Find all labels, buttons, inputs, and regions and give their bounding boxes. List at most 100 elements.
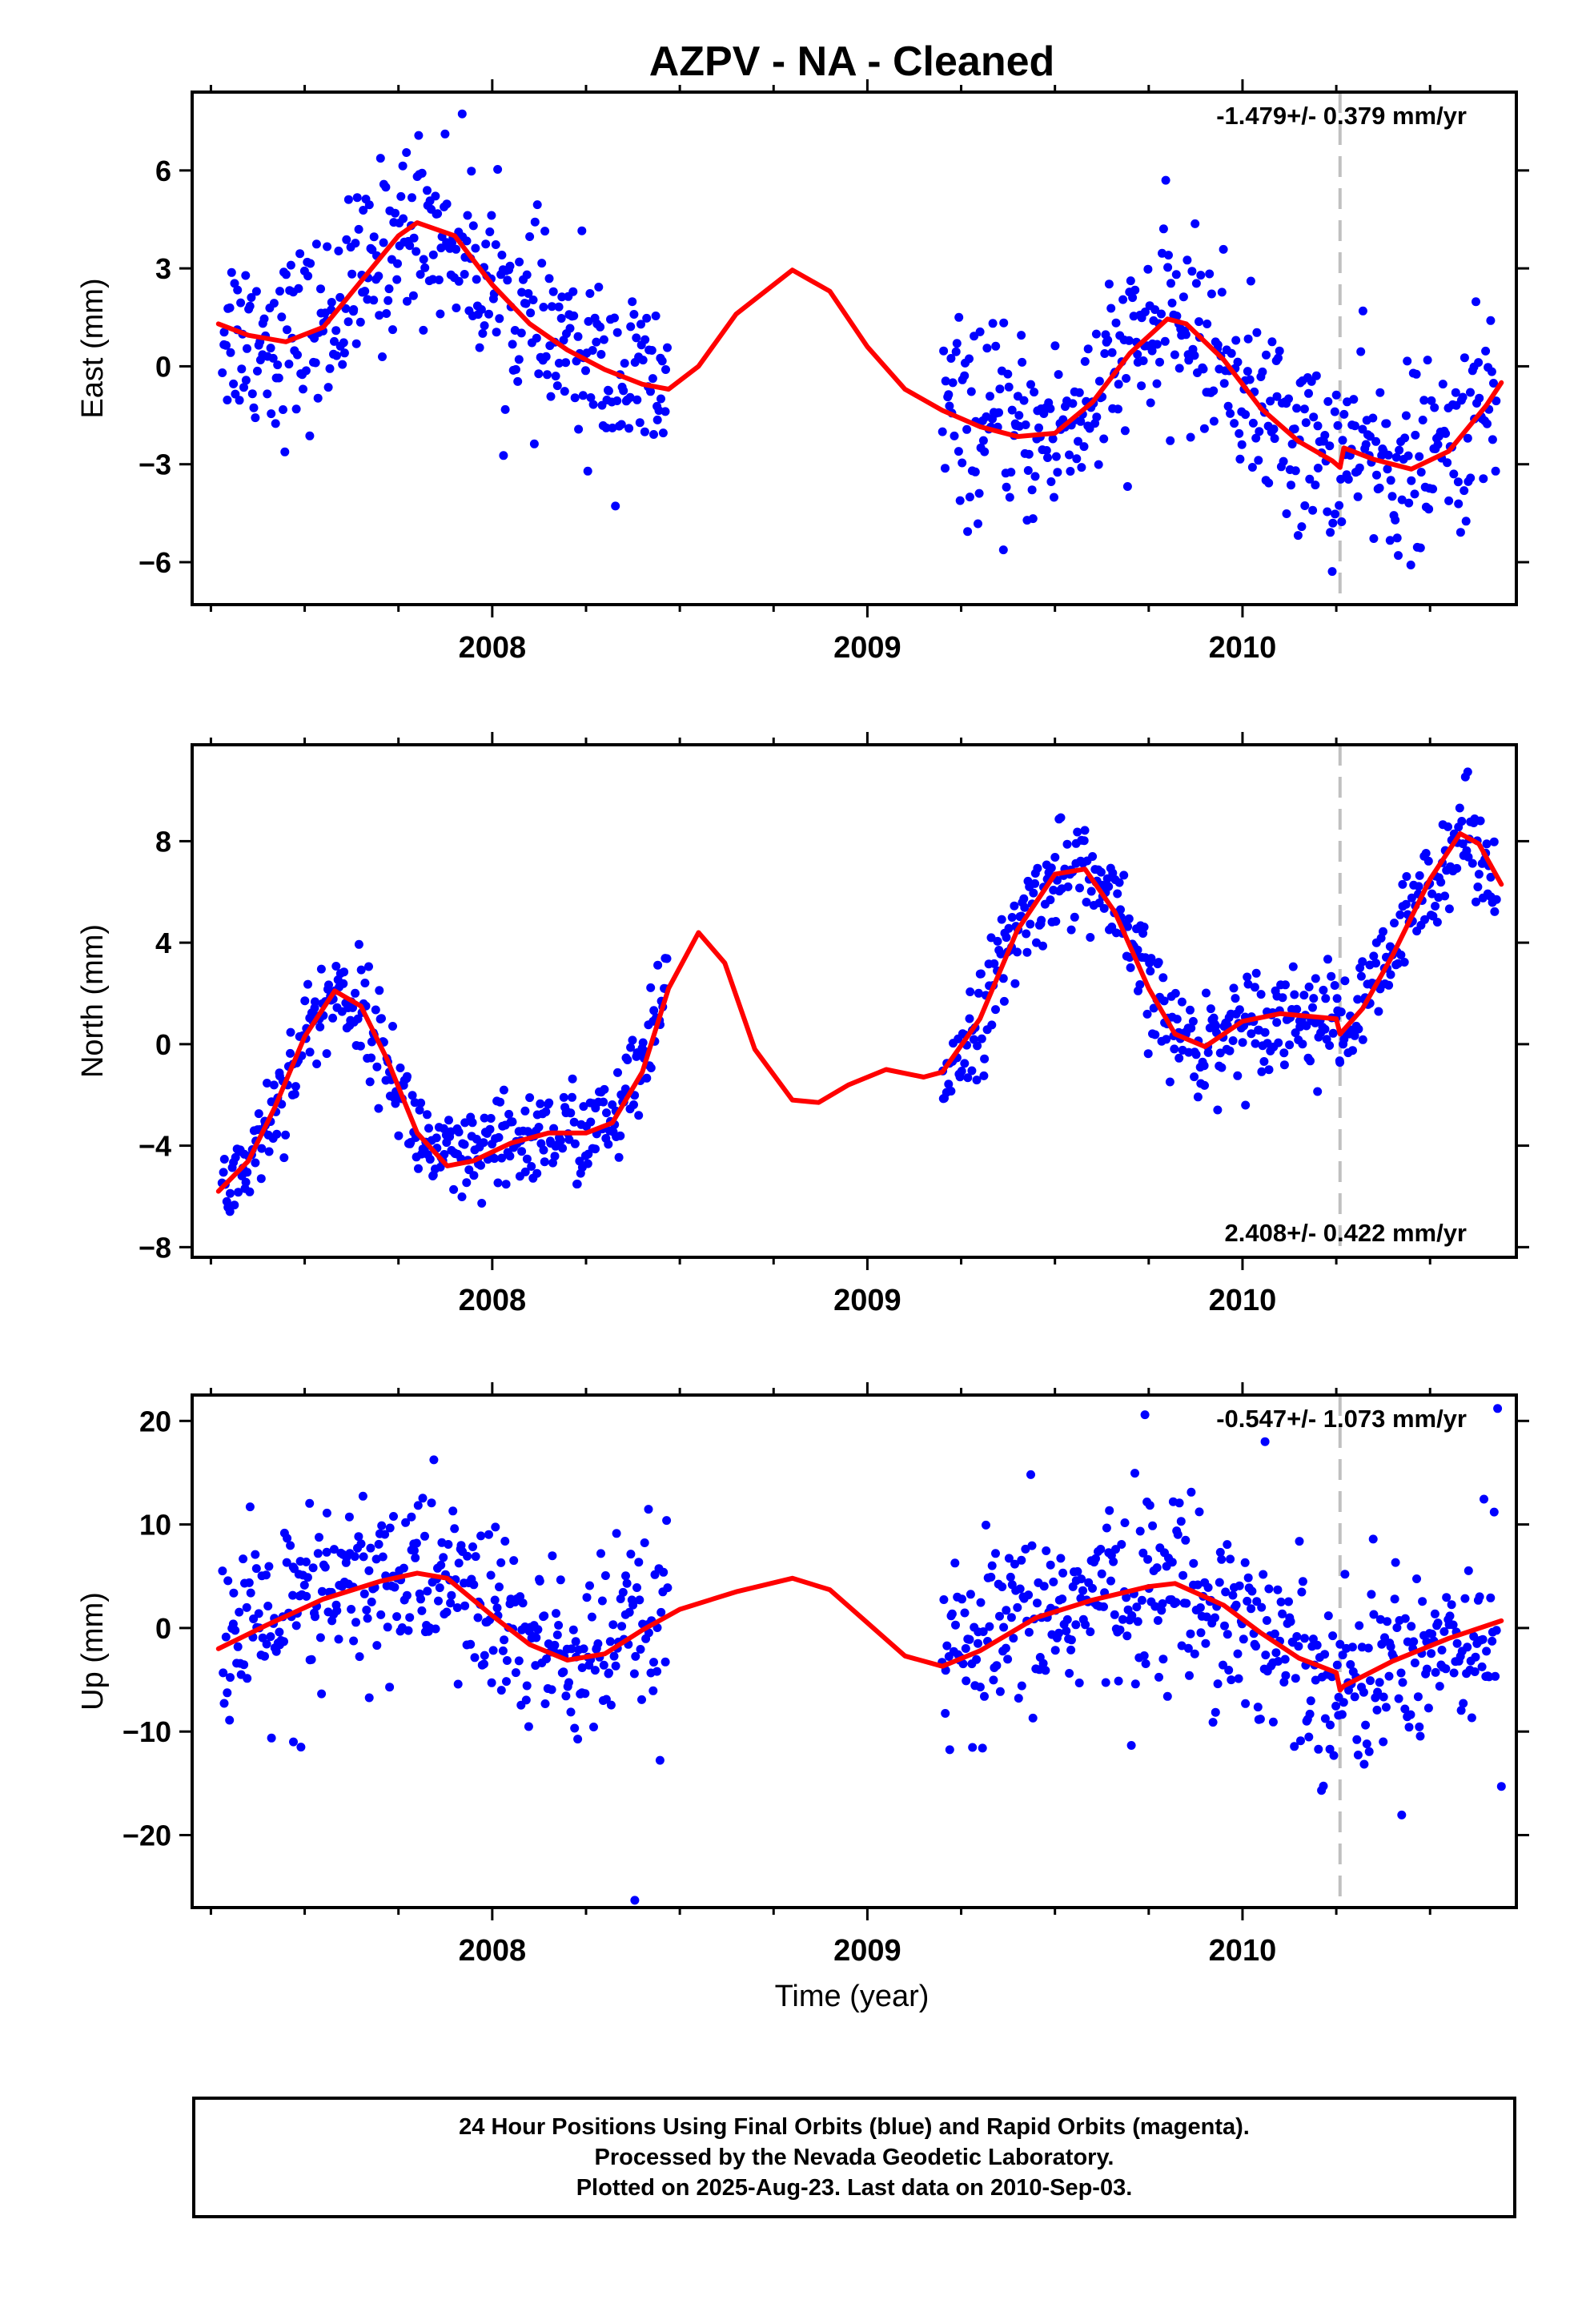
data-point [332,1606,342,1615]
data-point [993,936,1002,946]
data-point [390,1582,400,1592]
data-point [565,324,575,333]
data-point [1285,1040,1295,1050]
data-point [551,372,560,381]
data-point [539,303,548,312]
data-point [1291,466,1300,476]
data-point [536,1099,545,1108]
data-point [1207,289,1216,299]
data-point [1215,1547,1225,1557]
data-point [444,1540,453,1549]
data-point [535,1576,544,1586]
data-point [463,1551,472,1561]
data-point [424,1124,433,1133]
data-point [1227,1675,1236,1685]
data-point [1491,1671,1500,1681]
data-point [1279,1060,1289,1070]
data-point [629,310,639,319]
data-point [613,1068,622,1077]
data-point [1191,1050,1201,1059]
data-point [1257,1067,1267,1076]
data-point [1299,991,1309,1000]
data-point [1231,994,1240,1003]
data-point [446,1598,456,1608]
data-point [656,1607,666,1617]
data-point [1099,903,1109,913]
data-point [1407,1622,1416,1631]
data-point [960,1059,970,1068]
data-point [1346,1660,1355,1669]
data-point [1114,1676,1123,1686]
data-point [1492,895,1501,904]
data-point [1006,468,1016,477]
data-point [1158,973,1168,983]
data-point [496,1558,506,1567]
data-point [1074,1679,1084,1687]
data-point [364,200,374,210]
data-point [301,366,311,376]
data-point [611,1661,620,1671]
data-point [1260,1027,1270,1037]
data-point [996,949,1006,959]
data-point [364,1693,374,1703]
data-point [504,1109,514,1119]
data-point [272,1129,282,1139]
data-point [958,1594,966,1604]
data-point [1460,486,1469,496]
data-point [1272,1018,1282,1027]
data-point [488,1646,498,1655]
data-point [264,1562,274,1571]
data-point [251,1550,260,1559]
data-point [1325,441,1335,451]
data-point [475,343,484,352]
data-point [1223,1630,1232,1639]
data-point [1400,1704,1410,1714]
data-point [663,1583,673,1593]
data-point [399,1563,408,1573]
data-point [339,338,348,348]
data-point [1475,393,1484,403]
data-point [599,1660,608,1670]
data-point [267,409,276,419]
x-tick-label: 2008 [459,631,527,665]
data-point [315,1533,323,1542]
data-point [1306,1056,1315,1066]
data-point [965,1014,974,1023]
data-point [1391,515,1400,525]
chart-title: AZPV - NA - Cleaned [649,38,1055,85]
data-point [988,319,998,328]
data-point [1030,388,1039,397]
data-point [1243,972,1252,982]
plot-border [191,1393,1518,1909]
data-point [1146,967,1155,976]
data-point [440,129,450,139]
data-point [1029,888,1038,898]
data-point [1474,358,1484,368]
data-point [1411,369,1421,379]
data-point [1209,416,1219,426]
data-point [1191,279,1201,288]
data-point [1478,1634,1488,1644]
panel-north: −8 −4 0 4 8 2008 2009 2010 North (mm) 2.408+/- 0.… [76,732,1529,1317]
data-point [1328,1631,1338,1641]
data-point [478,328,488,338]
data-point [1431,1667,1440,1677]
data-point [663,343,672,352]
data-point [1445,1611,1455,1621]
data-point [1264,1584,1274,1594]
data-point [548,1551,557,1561]
data-point [1176,1517,1186,1526]
data-point [376,1610,386,1619]
data-point [1154,1672,1163,1682]
data-point [1147,346,1157,356]
data-point [503,275,512,285]
data-point [1441,1664,1451,1674]
data-point [1247,1586,1257,1596]
data-point [226,1673,235,1683]
data-point [1309,412,1319,422]
data-point [306,259,315,268]
y-tick-label: 6 [155,155,171,187]
data-point [596,322,605,332]
data-point [1233,357,1243,367]
data-point [995,1611,1004,1621]
